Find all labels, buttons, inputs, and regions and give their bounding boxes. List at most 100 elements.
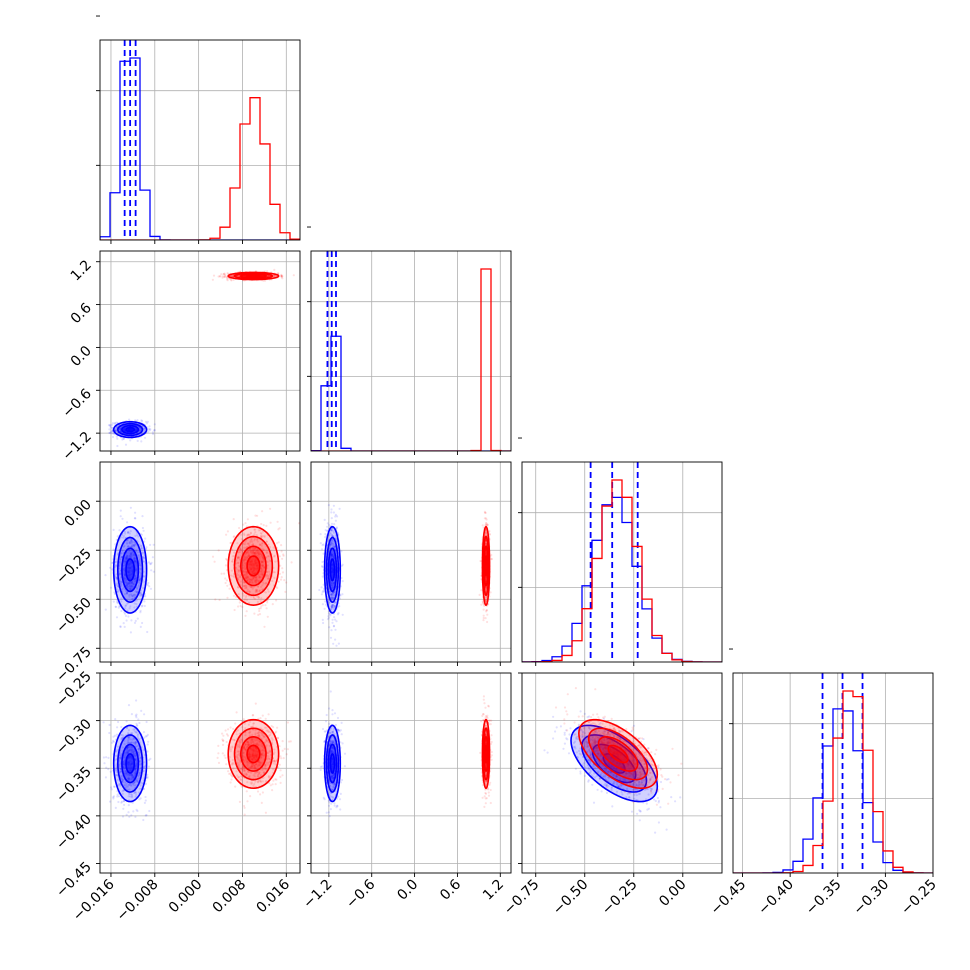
scatter-point [249,550,252,554]
scatter-point [249,540,252,543]
scatter-point [122,780,125,783]
scatter-point [125,619,128,622]
scatter-point [146,733,149,737]
scatter-point [253,567,257,570]
scatter-point [129,428,133,431]
scatter-point [128,571,131,574]
scatter-point [330,554,333,557]
scatter-point [275,599,278,602]
scatter-point [130,762,133,765]
scatter-point [130,428,134,431]
scatter-point [229,541,232,545]
scatter-point [124,774,128,777]
scatter-point [139,568,142,571]
scatter-point [139,772,142,775]
contour-line-series-1 [482,535,490,597]
scatter-point [136,809,139,813]
scatter-point [138,554,141,557]
scatter-point [243,556,246,559]
scatter-point [119,572,122,575]
scatter-point [130,585,133,588]
scatter-point [258,589,261,592]
scatter-point [129,582,132,585]
scatter-point [329,542,332,545]
scatter-point [330,593,333,596]
scatter-point [130,762,134,766]
scatter-point [246,533,249,536]
scatter-point [219,275,222,278]
scatter-point [138,771,141,774]
scatter-point [129,552,132,555]
scatter-point [254,528,257,531]
scatter-point [125,782,128,786]
scatter-point [252,578,255,581]
scatter-point [330,552,333,555]
scatter-point [330,541,333,544]
scatter-point [267,555,270,558]
scatter-point [130,749,133,752]
scatter-point [331,603,334,607]
scatter-point [128,575,131,579]
scatter-point [321,618,324,622]
scatter-point [130,552,133,555]
scatter-point [127,570,130,573]
scatter-point [247,543,251,546]
scatter-point [273,268,276,271]
scatter-point [222,273,225,276]
scatter-point [126,602,129,605]
scatter-point [112,528,115,532]
scatter-panel-3-0 [100,673,300,873]
scatter-point [260,560,263,563]
scatter-point [328,523,331,527]
scatter-point [230,574,233,577]
scatter-point [261,549,265,552]
scatter-point [131,594,134,597]
scatter-point [135,713,138,716]
scatter-point [324,529,327,532]
scatter-point [238,274,241,277]
scatter-point [127,777,130,780]
scatter-point [261,564,265,568]
scatter-point [127,777,130,780]
scatter-point [331,569,335,572]
scatter-point [135,724,138,728]
scatter-point [121,781,124,784]
scatter-point [230,275,233,278]
scatter-point [250,560,253,563]
scatter-point [125,584,128,588]
scatter-point [265,524,268,528]
scatter-point [122,428,125,431]
contour-line-series-0 [121,424,140,435]
scatter-point [125,556,128,559]
scatter-point [281,277,284,280]
scatter-point [245,598,249,602]
scatter-point [124,604,128,607]
scatter-point [244,557,247,560]
scatter-point [233,576,236,579]
scatter-point [141,419,144,423]
scatter-point [281,567,284,570]
scatter-point [324,533,327,536]
scatter-point [140,593,143,596]
scatter-point [228,587,231,590]
scatter-point [128,428,131,431]
scatter-point [280,274,283,277]
scatter-point [330,605,333,608]
scatter-point [225,533,228,536]
scatter-point [260,564,263,567]
scatter-point [123,428,126,431]
scatter-point [107,424,111,427]
scatter-point [129,560,132,563]
scatter-point [337,642,340,645]
scatter-point [131,597,134,600]
scatter-point [125,813,128,817]
scatter-point [133,559,136,562]
scatter-point [114,429,117,432]
scatter-point [331,582,334,585]
scatter-point [139,784,142,787]
scatter-point [126,567,129,570]
scatter-point [123,577,126,580]
scatter-point [123,577,126,580]
scatter-point [131,580,134,583]
scatter-point [264,604,267,607]
